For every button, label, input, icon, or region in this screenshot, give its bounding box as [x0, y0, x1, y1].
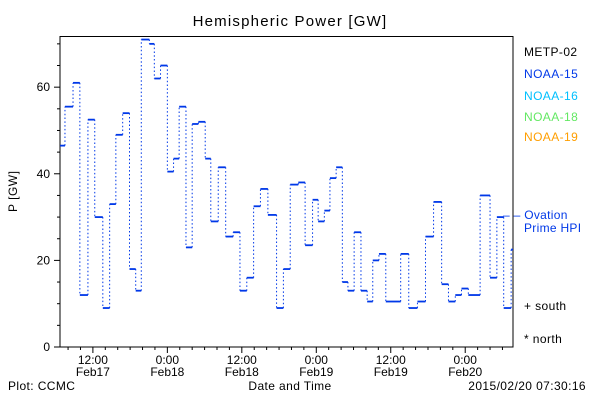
- x-axis-label: Date and Time: [248, 379, 332, 393]
- plot-credit: Plot: CCMC: [8, 379, 76, 393]
- axis-tick-labels: 020406012:00Feb170:00Feb1812:00Feb180:00…: [37, 80, 483, 379]
- svg-text:Feb18: Feb18: [150, 365, 184, 379]
- page-title: Hemispheric Power [GW]: [192, 13, 388, 30]
- svg-text:20: 20: [37, 253, 51, 267]
- legend-item-metp02: METP-02: [524, 45, 578, 59]
- svg-text:Feb18: Feb18: [225, 365, 259, 379]
- svg-text:0:00: 0:00: [454, 353, 478, 367]
- svg-text:12:00: 12:00: [78, 353, 108, 367]
- legend-item-noaa15: NOAA-15: [524, 67, 579, 81]
- svg-text:Feb19: Feb19: [299, 365, 333, 379]
- ovation-prime-legend: – – Ovation Prime HPI: [503, 209, 581, 235]
- svg-text:12:00: 12:00: [227, 353, 257, 367]
- svg-text:Feb20: Feb20: [448, 365, 482, 379]
- ovation-line-marker: – –: [503, 208, 521, 222]
- ovation-label-line2: Prime HPI: [524, 221, 582, 235]
- south-marker-label: + south: [524, 299, 567, 313]
- ovation-label-line1: Ovation: [524, 208, 568, 222]
- svg-text:0:00: 0:00: [305, 353, 329, 367]
- svg-text:Feb19: Feb19: [374, 365, 408, 379]
- svg-text:12:00: 12:00: [376, 353, 406, 367]
- svg-text:Feb17: Feb17: [76, 365, 110, 379]
- svg-text:40: 40: [37, 167, 51, 181]
- generation-timestamp: 2015/02/20 07:30:16: [468, 379, 586, 393]
- svg-text:0:00: 0:00: [156, 353, 180, 367]
- legend-item-noaa18: NOAA-18: [524, 110, 579, 124]
- north-marker-label: * north: [524, 332, 563, 346]
- legend-item-noaa19: NOAA-19: [524, 130, 579, 144]
- svg-text:0: 0: [43, 340, 50, 354]
- axes: [54, 36, 514, 353]
- legend-item-noaa16: NOAA-16: [524, 89, 579, 103]
- data-curve: [60, 38, 513, 309]
- svg-text:60: 60: [37, 80, 51, 94]
